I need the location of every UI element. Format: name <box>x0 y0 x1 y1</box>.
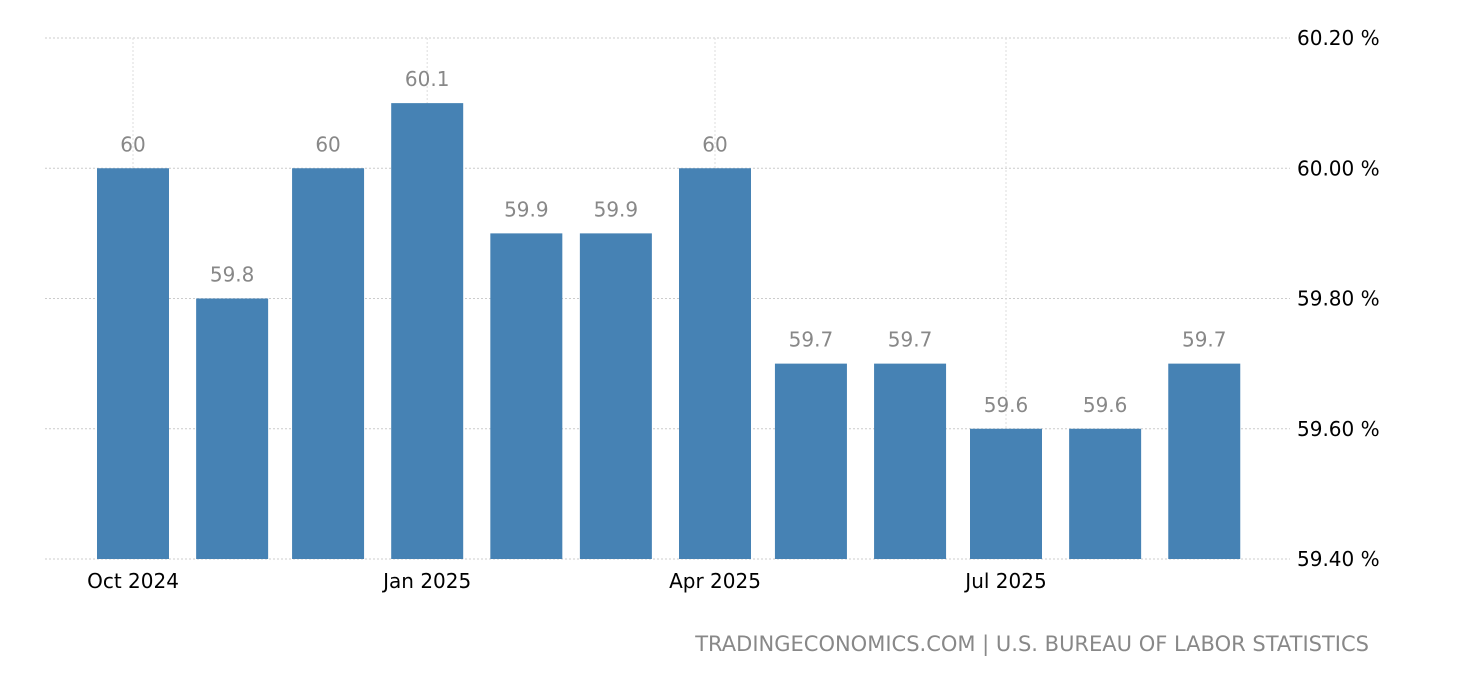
data-label: 59.6 <box>984 393 1029 417</box>
y-tick-label: 59.80 % <box>1297 287 1380 311</box>
data-labels: 60 59.8 60 60.1 59.9 59.9 60 59.7 59.7 59.6 59.6 59… <box>120 67 1226 417</box>
bar <box>679 168 751 559</box>
data-label: 60 <box>120 132 145 156</box>
bar <box>1069 428 1142 559</box>
bar <box>196 298 269 559</box>
y-tick-label: 60.20 % <box>1297 26 1380 50</box>
bar <box>874 363 947 559</box>
data-label: 60 <box>702 132 727 156</box>
source-credit: TRADINGECONOMICS.COM | U.S. BUREAU OF LA… <box>694 632 1369 657</box>
y-tick-label: 59.60 % <box>1297 417 1380 441</box>
bars <box>97 103 1241 559</box>
data-label: 60 <box>315 132 340 156</box>
bar <box>490 233 563 559</box>
bar <box>579 233 652 559</box>
x-tick-label: Jul 2025 <box>963 569 1046 593</box>
data-label: 59.9 <box>504 197 549 221</box>
bar <box>391 103 464 559</box>
bar <box>970 428 1042 559</box>
bar <box>774 363 847 559</box>
x-tick-label: Oct 2024 <box>87 569 179 593</box>
bar <box>1168 363 1241 559</box>
y-axis: 59.40 % 59.60 % 59.80 % 60.00 % 60.20 % <box>1297 26 1380 571</box>
data-label: 59.6 <box>1083 393 1128 417</box>
data-label: 59.7 <box>1182 328 1227 352</box>
bar <box>97 168 169 559</box>
data-label: 59.7 <box>789 328 834 352</box>
data-label: 59.8 <box>210 263 255 287</box>
y-tick-label: 60.00 % <box>1297 156 1380 180</box>
data-label: 59.9 <box>594 197 639 221</box>
data-label: 59.7 <box>888 328 933 352</box>
bar <box>292 168 365 559</box>
y-tick-label: 59.40 % <box>1297 547 1380 571</box>
data-label: 60.1 <box>405 67 450 91</box>
x-tick-label: Jan 2025 <box>381 569 471 593</box>
x-axis: Oct 2024 Jan 2025 Apr 2025 Jul 2025 <box>87 569 1047 593</box>
x-tick-label: Apr 2025 <box>669 569 761 593</box>
